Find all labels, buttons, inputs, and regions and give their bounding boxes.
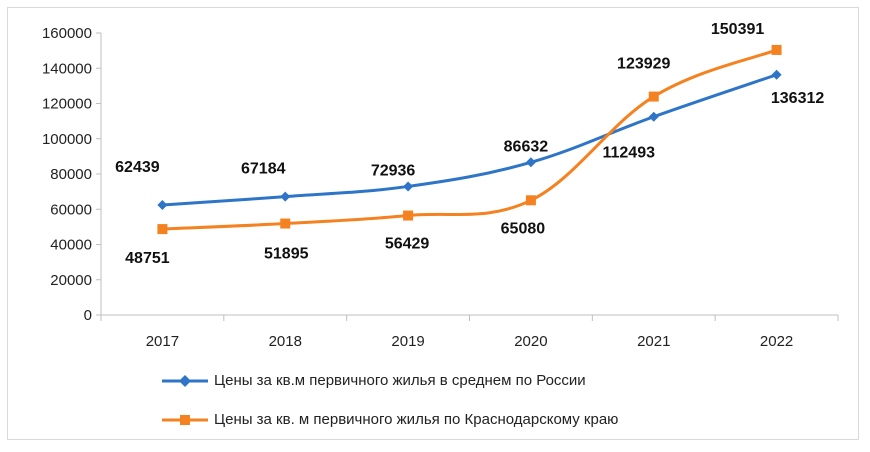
data-label: 51895	[264, 246, 309, 263]
data-point-marker	[771, 44, 782, 55]
data-point-marker	[157, 199, 168, 210]
chart-series-lines	[162, 48, 778, 231]
data-label: 72936	[371, 162, 416, 179]
data-label: 136312	[771, 90, 824, 107]
x-tick-label: 2018	[269, 333, 302, 350]
y-tick-label: 140000	[42, 60, 92, 77]
y-tick-label: 20000	[50, 272, 92, 289]
data-label: 86632	[504, 138, 549, 155]
series-line-0	[162, 73, 778, 207]
legend-item-russia: Цены за кв.м первичного жилья в среднем …	[162, 372, 586, 389]
data-label: 112493	[602, 145, 655, 162]
legend-swatch-krasnodar	[162, 412, 208, 428]
data-label: 48751	[125, 250, 170, 267]
chart-axes: 0 20000 40000 60000 80000 100000 120000 140000 1…	[42, 25, 839, 350]
y-tick-label: 80000	[50, 166, 92, 183]
y-tick-label: 100000	[42, 131, 92, 148]
data-point-marker	[157, 224, 168, 235]
x-tick-label: 2017	[146, 333, 179, 350]
data-point-marker	[280, 218, 291, 229]
data-label: 56429	[385, 236, 430, 253]
data-point-marker	[525, 157, 536, 168]
data-point-marker	[648, 111, 659, 122]
y-tick-label: 60000	[50, 201, 92, 218]
data-label: 65080	[501, 220, 546, 237]
x-tick-label: 2021	[637, 333, 670, 350]
chart-frame	[7, 7, 859, 440]
legend-swatch-russia	[162, 373, 208, 389]
y-tick-label: 160000	[42, 25, 92, 42]
data-point-marker	[525, 195, 536, 206]
data-label: 67184	[241, 161, 286, 178]
y-tick-label: 120000	[42, 96, 92, 113]
data-point-marker	[771, 69, 782, 80]
legend-label-krasnodar: Цены за кв. м первичного жилья по Красно…	[214, 411, 619, 428]
y-tick-label: 40000	[50, 237, 92, 254]
chart-data-labels: 62439 67184 72936 86632 112493 136312 48751 518…	[115, 21, 824, 267]
x-tick-label: 2020	[514, 333, 547, 350]
x-tick-label: 2022	[760, 333, 793, 350]
data-point-marker	[280, 191, 291, 202]
chart-markers	[157, 44, 782, 235]
data-point-marker	[648, 91, 659, 102]
data-point-marker	[403, 210, 414, 221]
x-tick-label: 2019	[391, 333, 424, 350]
y-tick-label: 0	[84, 307, 92, 324]
legend-label-russia: Цены за кв.м первичного жилья в среднем …	[214, 372, 586, 389]
data-label: 150391	[711, 21, 764, 38]
data-label: 62439	[115, 159, 160, 176]
legend-item-krasnodar: Цены за кв. м первичного жилья по Красно…	[162, 411, 618, 428]
data-point-marker	[403, 181, 414, 192]
series-line-1	[162, 48, 778, 231]
data-label: 123929	[617, 56, 670, 73]
